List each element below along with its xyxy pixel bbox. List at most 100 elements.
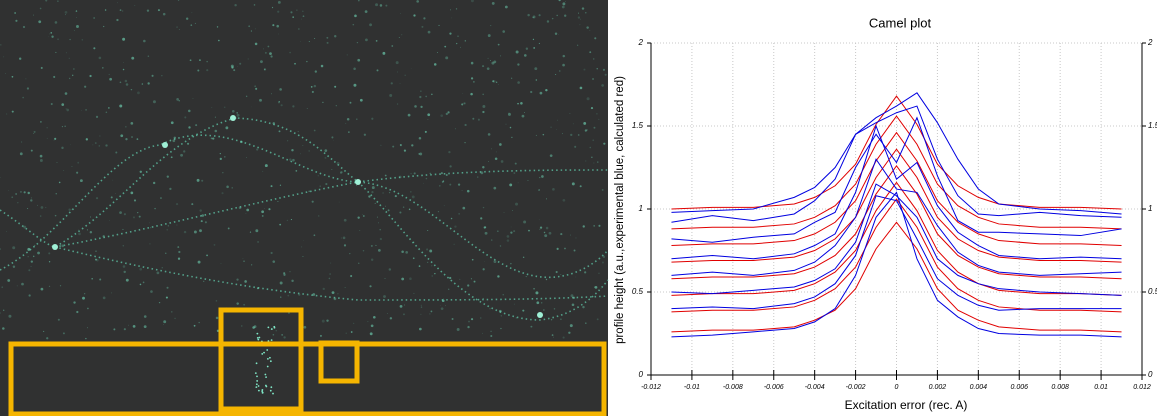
- diffraction-spot: [133, 325, 136, 328]
- diffraction-spot: [161, 75, 162, 76]
- diffraction-spot: [480, 317, 481, 318]
- diffraction-spot: [123, 245, 124, 246]
- diffraction-spot: [126, 83, 129, 86]
- diffraction-spot: [260, 60, 263, 63]
- diffraction-spot: [457, 328, 460, 331]
- diffraction-spot: [66, 109, 69, 112]
- diffraction-spot: [149, 222, 150, 223]
- diffraction-spot: [387, 313, 388, 314]
- diffraction-spot: [171, 156, 173, 158]
- diffraction-spot: [190, 59, 192, 61]
- diffraction-spot: [331, 169, 332, 170]
- diffraction-spot: [373, 316, 376, 319]
- diffraction-spot: [215, 117, 216, 118]
- diffraction-spot: [580, 87, 583, 90]
- diffraction-spot: [428, 119, 429, 120]
- diffraction-spot: [488, 58, 489, 59]
- diffraction-spot: [465, 40, 466, 41]
- diffraction-spot: [3, 56, 4, 57]
- diffraction-spot: [166, 297, 167, 298]
- diffraction-spot: [194, 231, 197, 234]
- diffraction-spot: [496, 151, 497, 152]
- diffraction-spot: [369, 285, 371, 287]
- diffraction-spot: [462, 93, 463, 94]
- diffraction-spot: [255, 386, 257, 388]
- diffraction-spot: [440, 114, 443, 117]
- y2-tick-label: 2: [1147, 38, 1153, 47]
- diffraction-spot: [199, 59, 201, 61]
- diffraction-spot: [287, 295, 289, 297]
- diffraction-spot: [239, 63, 241, 65]
- diffraction-spot: [287, 220, 288, 221]
- x-tick-label: 0.01: [1094, 384, 1108, 391]
- diffraction-spot: [483, 298, 484, 299]
- diffraction-spot: [446, 174, 448, 176]
- diffraction-spot: [57, 1, 58, 2]
- diffraction-spot: [539, 177, 540, 178]
- diffraction-spot: [543, 309, 544, 310]
- diffraction-spot: [40, 8, 42, 10]
- diffraction-spot: [371, 245, 373, 247]
- diffraction-image: [0, 0, 608, 416]
- diffraction-spot: [20, 191, 22, 193]
- diffraction-spot: [582, 306, 584, 308]
- diffraction-spot: [383, 295, 386, 298]
- diffraction-spot: [265, 386, 267, 388]
- diffraction-spot: [250, 232, 251, 233]
- diffraction-spot: [139, 216, 141, 218]
- diffraction-spot: [122, 229, 123, 230]
- diffraction-spot: [508, 113, 511, 116]
- diffraction-spot: [84, 86, 86, 88]
- diffraction-spot: [380, 238, 382, 240]
- diffraction-spot: [553, 337, 554, 338]
- diffraction-spot: [405, 75, 406, 76]
- diffraction-spot: [237, 66, 238, 67]
- diffraction-spot: [484, 226, 486, 228]
- diffraction-spot: [166, 229, 168, 231]
- diffraction-spot: [176, 26, 177, 27]
- diffraction-spot: [380, 145, 381, 146]
- diffraction-spot: [163, 13, 166, 16]
- diffraction-spot: [85, 338, 86, 339]
- diffraction-spot: [490, 335, 492, 337]
- diffraction-spot: [512, 210, 513, 211]
- diffraction-spot: [3, 310, 4, 311]
- diffraction-spot: [292, 16, 293, 17]
- diffraction-spot: [134, 5, 135, 6]
- diffraction-spot: [241, 325, 242, 326]
- diffraction-spot: [370, 332, 373, 335]
- diffraction-spot: [356, 119, 357, 120]
- diffraction-spot: [527, 14, 529, 16]
- diffraction-spot: [511, 78, 512, 79]
- diffraction-spot: [353, 323, 354, 324]
- diffraction-spot: [551, 319, 552, 320]
- diffraction-spot: [195, 23, 196, 24]
- diffraction-spot: [21, 283, 24, 286]
- diffraction-spot: [353, 67, 356, 70]
- diffraction-spot: [259, 99, 262, 102]
- diffraction-spot: [560, 274, 561, 275]
- diffraction-spot: [271, 328, 273, 330]
- diffraction-spot: [353, 24, 355, 26]
- diffraction-spot: [47, 127, 48, 128]
- diffraction-spot: [489, 308, 490, 309]
- diffraction-spot: [199, 229, 202, 232]
- diffraction-spot: [389, 94, 392, 97]
- diffraction-spot: [409, 209, 411, 211]
- diffraction-spot: [93, 17, 95, 19]
- diffraction-spot: [448, 151, 450, 153]
- diffraction-spot: [395, 195, 397, 197]
- diffraction-spot: [467, 284, 469, 286]
- diffraction-spot: [346, 333, 347, 334]
- diffraction-spot: [34, 245, 36, 247]
- diffraction-spot: [277, 11, 279, 13]
- diffraction-spot: [445, 305, 446, 306]
- diffraction-spot: [28, 256, 29, 257]
- diffraction-spot: [419, 265, 421, 267]
- diffraction-spot: [258, 390, 260, 392]
- diffraction-spot: [492, 2, 495, 5]
- diffraction-spot: [594, 37, 596, 39]
- diffraction-spot: [96, 116, 98, 118]
- diffraction-spot: [449, 184, 451, 186]
- diffraction-spot: [496, 82, 497, 83]
